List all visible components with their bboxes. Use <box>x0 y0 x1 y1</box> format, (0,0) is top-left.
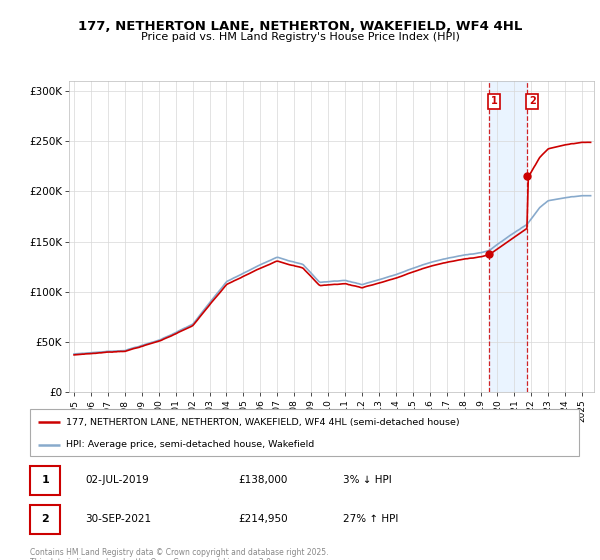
Text: 1: 1 <box>41 475 49 485</box>
FancyBboxPatch shape <box>30 466 60 494</box>
Text: Price paid vs. HM Land Registry's House Price Index (HPI): Price paid vs. HM Land Registry's House … <box>140 32 460 43</box>
Text: £214,950: £214,950 <box>239 515 288 525</box>
Text: Contains HM Land Registry data © Crown copyright and database right 2025.
This d: Contains HM Land Registry data © Crown c… <box>30 548 329 560</box>
Text: 02-JUL-2019: 02-JUL-2019 <box>85 475 149 485</box>
Text: 2: 2 <box>529 96 536 106</box>
Text: 1: 1 <box>491 96 497 106</box>
Text: 27% ↑ HPI: 27% ↑ HPI <box>343 515 398 525</box>
Bar <box>489 81 527 392</box>
Text: £138,000: £138,000 <box>239 475 288 485</box>
Text: 30-SEP-2021: 30-SEP-2021 <box>85 515 151 525</box>
Text: 3% ↓ HPI: 3% ↓ HPI <box>343 475 392 485</box>
FancyBboxPatch shape <box>30 409 579 456</box>
Text: 177, NETHERTON LANE, NETHERTON, WAKEFIELD, WF4 4HL: 177, NETHERTON LANE, NETHERTON, WAKEFIEL… <box>78 20 522 32</box>
Text: 177, NETHERTON LANE, NETHERTON, WAKEFIELD, WF4 4HL (semi-detached house): 177, NETHERTON LANE, NETHERTON, WAKEFIEL… <box>65 418 460 427</box>
Text: HPI: Average price, semi-detached house, Wakefield: HPI: Average price, semi-detached house,… <box>65 440 314 449</box>
FancyBboxPatch shape <box>30 505 60 534</box>
Text: 2: 2 <box>41 515 49 525</box>
